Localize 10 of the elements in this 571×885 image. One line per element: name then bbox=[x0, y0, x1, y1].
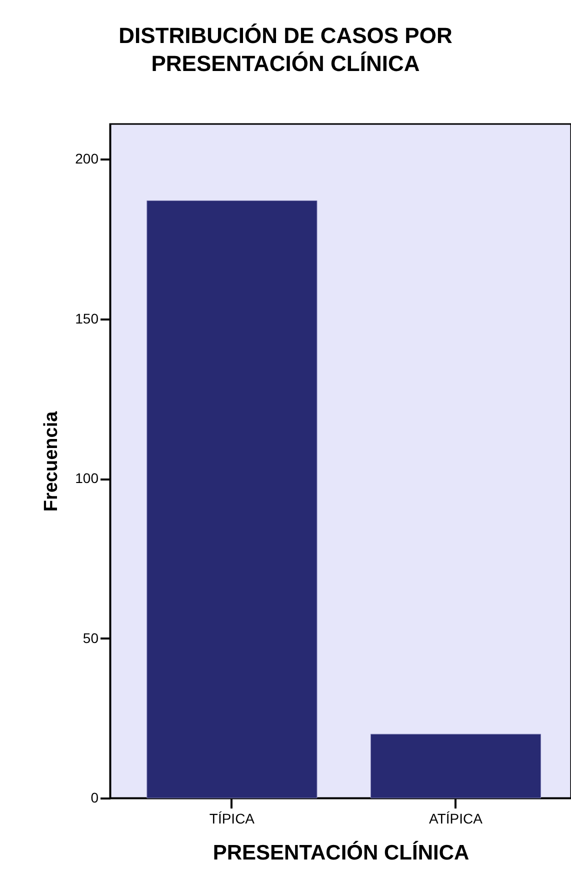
x-tick-label: TÍPICA bbox=[209, 810, 256, 826]
y-tick-label: 150 bbox=[75, 310, 99, 326]
y-tick-label: 200 bbox=[75, 150, 99, 167]
chart-title: DISTRIBUCIÓN DE CASOS POR PRESENTACIÓN CLÍNICA bbox=[118, 23, 452, 76]
x-axis-title: PRESENTACIÓN CLÍNICA bbox=[212, 840, 470, 864]
y-tick-label: 0 bbox=[90, 790, 99, 806]
x-tick-label: ATÍPICA bbox=[429, 810, 484, 826]
y-tick-label: 50 bbox=[82, 630, 99, 646]
y-tick-label: 100 bbox=[75, 470, 99, 486]
y-axis-title: Frecuencia bbox=[41, 410, 62, 512]
